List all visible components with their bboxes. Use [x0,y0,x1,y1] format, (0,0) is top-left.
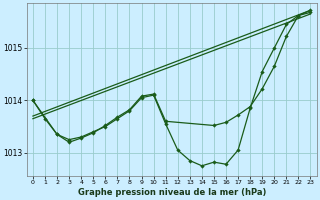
X-axis label: Graphe pression niveau de la mer (hPa): Graphe pression niveau de la mer (hPa) [77,188,266,197]
